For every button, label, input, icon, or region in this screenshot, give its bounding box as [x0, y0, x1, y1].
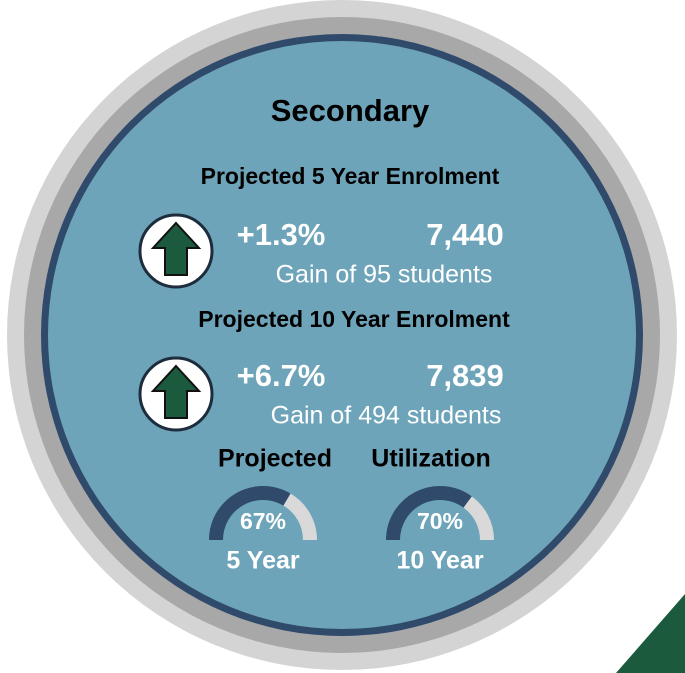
utilization-heading: Projected [218, 445, 332, 473]
up-arrow-icon [138, 356, 214, 432]
gain: Gain of 494 students [271, 402, 502, 430]
section-heading: Projected 5 Year Enrolment [201, 163, 500, 189]
change: +1.3% [237, 217, 326, 252]
gauge-fill [386, 486, 472, 541]
gauge-label: 5 Year [226, 547, 300, 575]
disc [48, 41, 636, 629]
gauge-fill [209, 486, 291, 541]
title: Secondary [271, 93, 430, 128]
section-heading: Projected 10 Year Enrolment [198, 306, 510, 332]
gauge-track [283, 493, 317, 541]
gauge-label: 10 Year [396, 547, 483, 575]
gauge-value: 67% [240, 508, 286, 534]
change: +6.7% [237, 358, 326, 393]
utilization-heading: Utilization [371, 445, 490, 473]
gain: Gain of 95 students [276, 261, 493, 289]
corner-triangle [616, 594, 685, 673]
gauge-value: 70% [417, 508, 463, 534]
total: 7,440 [426, 217, 504, 252]
gauge-track [463, 496, 494, 541]
total: 7,839 [426, 358, 504, 393]
up-arrow-icon [138, 213, 214, 289]
